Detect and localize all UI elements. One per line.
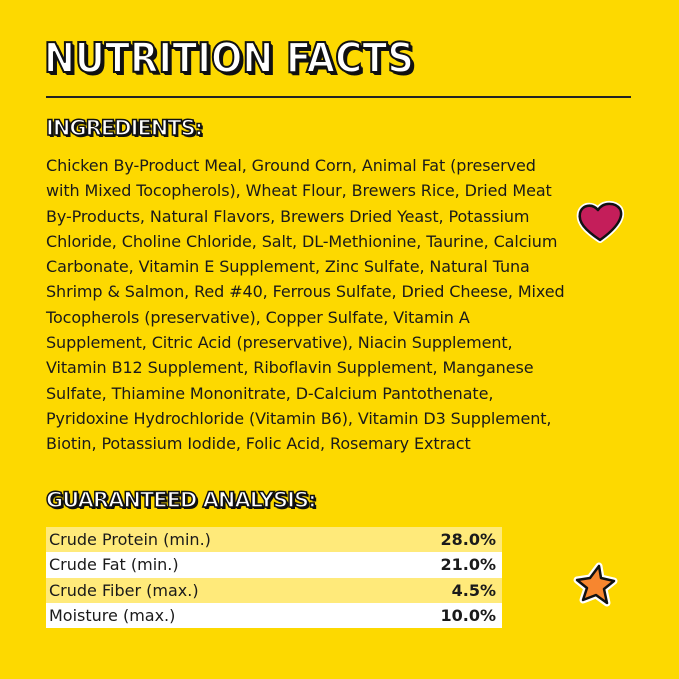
row-label: Crude Fat (min.) [49, 555, 179, 575]
table-row: Crude Fat (min.) 21.0% [46, 552, 502, 578]
page-title: NUTRITION FACTS [43, 33, 415, 83]
heart-icon [576, 200, 624, 243]
ingredients-line: Supplement, Citric Acid (preservative), … [46, 333, 513, 353]
divider [46, 96, 631, 98]
ingredients-line: Chicken By-Product Meal, Ground Corn, An… [46, 156, 536, 175]
star-icon [573, 562, 618, 607]
table-row: Moisture (max.) 10.0% [46, 602, 502, 629]
ingredients-line: Vitamin B12 Supplement, Riboflavin Suppl… [46, 358, 534, 378]
ingredients-heading: INGREDIENTS: [45, 115, 204, 141]
row-label: Crude Fiber (max.) [49, 580, 199, 600]
ingredients-line: Chloride, Choline Chloride, Salt, DL-Met… [46, 231, 558, 251]
ingredients-line: Sulfate, Thiamine Mononitrate, D-Calcium… [46, 383, 494, 403]
ingredients-line: Tocopherols (preservative), Copper Sulfa… [46, 307, 470, 327]
table-row: Crude Fiber (max.) 4.5% [46, 577, 502, 603]
row-label: Moisture (max.) [49, 606, 176, 626]
ingredients-line: with Mixed Tocopherols), Wheat Flour, Br… [46, 181, 552, 201]
row-value: 10.0% [440, 606, 496, 626]
ingredients-line: Biotin, Potassium Iodide, Folic Acid, Ro… [46, 434, 471, 454]
ingredients-line: By-Products, Natural Flavors, Brewers Dr… [46, 206, 530, 226]
ingredients-line: Carbonate, Vitamin E Supplement, Zinc Su… [46, 257, 530, 277]
ingredients-list: Chicken By-Product Meal, Ground Corn, An… [46, 153, 565, 457]
ingredients-line: Shrimp & Salmon, Red #40, Ferrous Sulfat… [46, 282, 565, 302]
row-value: 21.0% [440, 555, 496, 575]
ingredients-line: Pyridoxine Hydrochloride (Vitamin B6), V… [46, 408, 552, 428]
table-row: Crude Protein (min.) 28.0% [46, 527, 502, 553]
analysis-table: Crude Protein (min.) 28.0% Crude Fat (min… [46, 527, 502, 629]
guaranteed-analysis-heading: GUARANTEED ANALYSIS: [45, 487, 317, 513]
row-value: 4.5% [451, 580, 496, 600]
row-label: Crude Protein (min.) [49, 530, 211, 550]
row-value: 28.0% [440, 530, 496, 550]
